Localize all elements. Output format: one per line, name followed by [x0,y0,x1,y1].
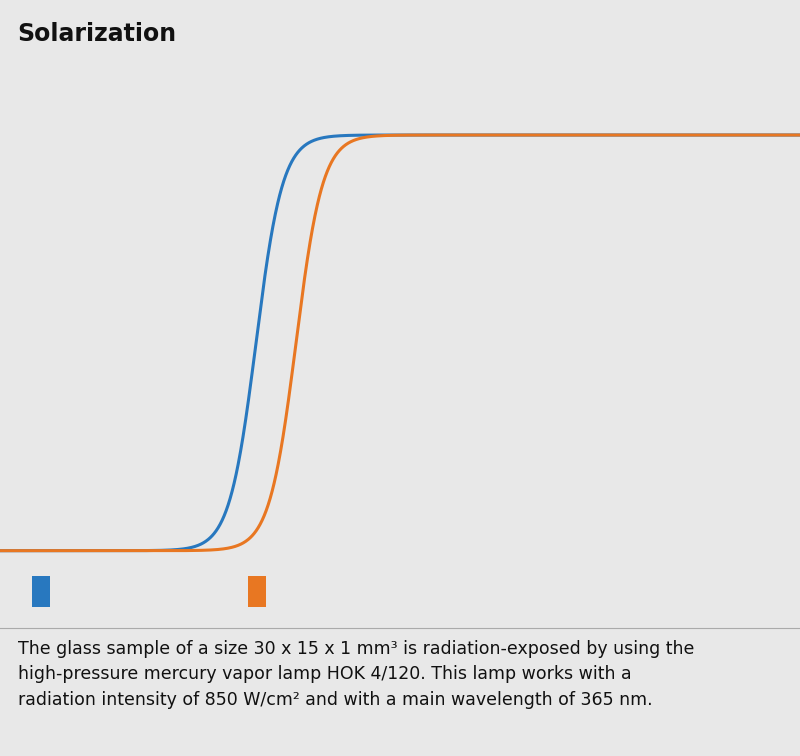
Text: The glass sample of a size 30 x 15 x 1 mm³ is radiation-exposed by using the
hig: The glass sample of a size 30 x 15 x 1 m… [18,640,694,709]
Bar [248,576,266,607]
Text: Solarization: Solarization [18,22,177,46]
Bar [32,576,50,607]
